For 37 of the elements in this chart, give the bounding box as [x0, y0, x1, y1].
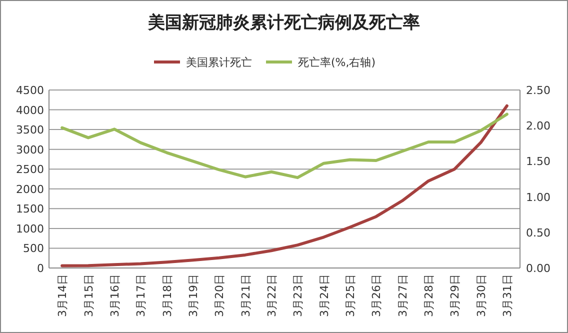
- y2-tick-label: 1.50: [526, 155, 550, 168]
- x-tick-label: 3月31日: [500, 274, 514, 317]
- y-tick-label: 500: [23, 242, 44, 256]
- y-tick-label: 2000: [16, 182, 44, 196]
- y2-tick-label: 0.00: [526, 262, 550, 275]
- x-tick-label: 3月29日: [448, 274, 462, 317]
- x-tick-label: 3月27日: [396, 274, 410, 317]
- x-tick-label: 3月30日: [474, 274, 488, 317]
- x-tick-label: 3月21日: [239, 274, 252, 317]
- x-tick-label: 3月17日: [134, 274, 148, 317]
- x-tick-label: 3月16日: [108, 274, 122, 317]
- y-tick-label: 4500: [16, 84, 44, 97]
- y2-tick-label: 0.50: [526, 226, 550, 240]
- x-tick-label: 3月23日: [292, 274, 305, 317]
- x-tick-label: 3月24日: [318, 274, 331, 317]
- x-tick-label: 3月15日: [82, 274, 96, 317]
- y-tick-label: 4000: [16, 104, 44, 117]
- chart-title: 美国新冠肺炎累计死亡病例及死亡率: [147, 13, 420, 33]
- x-tick-label: 3月20日: [213, 274, 226, 317]
- y2-tick-label: 1.00: [526, 190, 550, 204]
- x-tick-label: 3月22日: [265, 274, 278, 317]
- x-tick-label: 3月26日: [370, 274, 384, 317]
- y-tick-label: 3000: [16, 143, 44, 156]
- y2-tick-label: 2.50: [526, 84, 550, 97]
- y2-tick-label: 2.00: [526, 120, 550, 133]
- y-tick-label: 2500: [16, 163, 44, 176]
- x-tick-label: 3月28日: [422, 274, 436, 317]
- legend-label: 死亡率(%,右轴): [298, 56, 376, 69]
- x-tick-label: 3月18日: [160, 274, 174, 317]
- y-tick-label: 3500: [16, 124, 44, 137]
- x-tick-label: 3月25日: [344, 274, 357, 317]
- legend-label: 美国累计死亡: [186, 56, 252, 69]
- y-tick-label: 0: [37, 262, 44, 275]
- y-tick-label: 1500: [16, 202, 44, 216]
- x-tick-label: 3月19日: [186, 274, 200, 317]
- y-tick-label: 1000: [16, 222, 44, 236]
- x-tick-label: 3月14日: [56, 274, 70, 317]
